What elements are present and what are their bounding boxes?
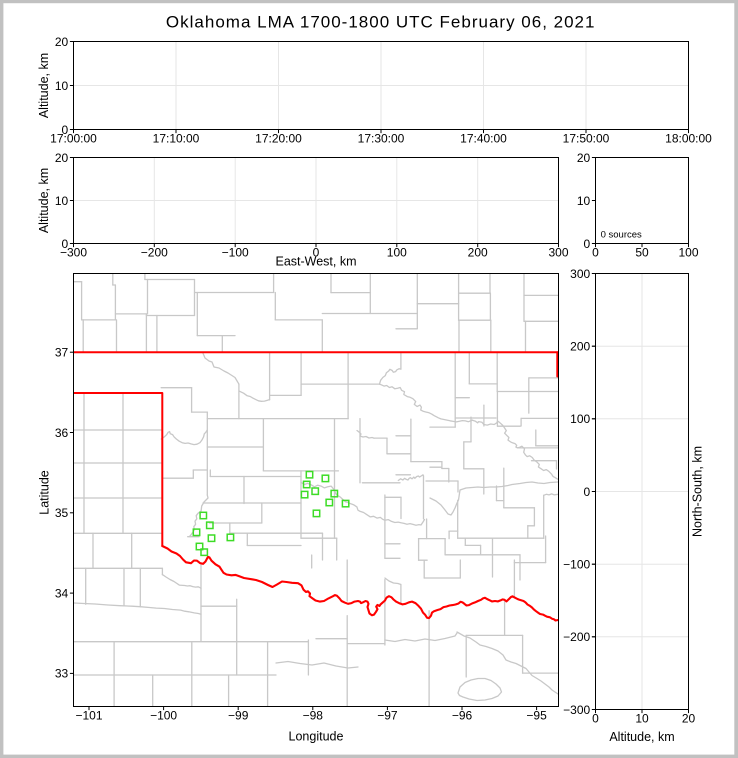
svg-text:17:00:00: 17:00:00 <box>50 131 97 145</box>
svg-text:0: 0 <box>62 123 69 137</box>
svg-text:−300: −300 <box>563 703 590 717</box>
svg-text:20: 20 <box>55 35 69 49</box>
svg-text:10: 10 <box>55 194 69 208</box>
svg-text:20: 20 <box>55 151 69 165</box>
svg-text:Altitude, km: Altitude, km <box>609 730 674 744</box>
svg-text:0: 0 <box>584 485 591 499</box>
svg-text:20: 20 <box>682 711 696 725</box>
svg-text:300: 300 <box>548 245 568 259</box>
svg-text:−101: −101 <box>75 708 102 722</box>
svg-text:50: 50 <box>635 245 649 259</box>
svg-text:−100: −100 <box>150 708 177 722</box>
svg-text:−98: −98 <box>303 708 324 722</box>
svg-text:Oklahoma LMA 1700-1800 UTC Feb: Oklahoma LMA 1700-1800 UTC February 06, … <box>166 12 596 31</box>
svg-text:17:40:00: 17:40:00 <box>460 131 507 145</box>
svg-text:100: 100 <box>570 412 590 426</box>
svg-text:Altitude, km: Altitude, km <box>37 53 51 118</box>
svg-text:Latitude: Latitude <box>38 470 52 515</box>
svg-text:East-West, km: East-West, km <box>275 254 356 268</box>
svg-text:Altitude, km: Altitude, km <box>37 168 51 233</box>
svg-text:35: 35 <box>55 506 69 520</box>
svg-text:10: 10 <box>577 194 591 208</box>
svg-text:20: 20 <box>577 151 591 165</box>
svg-text:−100: −100 <box>563 558 590 572</box>
svg-text:−95: −95 <box>526 708 547 722</box>
svg-text:−96: −96 <box>452 708 473 722</box>
svg-text:18:00:00: 18:00:00 <box>665 131 712 145</box>
svg-text:Longitude: Longitude <box>289 730 344 744</box>
svg-text:36: 36 <box>55 426 69 440</box>
svg-text:37: 37 <box>55 346 69 360</box>
svg-text:200: 200 <box>570 340 590 354</box>
svg-text:−200: −200 <box>563 630 590 644</box>
svg-text:300: 300 <box>570 267 590 281</box>
svg-text:34: 34 <box>55 586 69 600</box>
svg-text:0: 0 <box>313 245 320 259</box>
svg-text:10: 10 <box>635 711 649 725</box>
svg-text:−97: −97 <box>377 708 398 722</box>
svg-text:100: 100 <box>387 245 407 259</box>
svg-text:0: 0 <box>584 237 591 251</box>
svg-text:17:50:00: 17:50:00 <box>563 131 610 145</box>
svg-text:17:20:00: 17:20:00 <box>255 131 302 145</box>
svg-text:10: 10 <box>55 79 69 93</box>
svg-text:100: 100 <box>678 245 698 259</box>
svg-text:0 sources: 0 sources <box>601 229 642 240</box>
svg-text:0: 0 <box>62 237 69 251</box>
svg-text:17:10:00: 17:10:00 <box>153 131 200 145</box>
svg-text:−300: −300 <box>60 245 87 259</box>
svg-text:17:30:00: 17:30:00 <box>358 131 405 145</box>
svg-text:33: 33 <box>55 667 69 681</box>
svg-text:−100: −100 <box>222 245 249 259</box>
svg-text:0: 0 <box>592 711 599 725</box>
svg-text:−99: −99 <box>228 708 249 722</box>
svg-text:North-South, km: North-South, km <box>691 446 705 537</box>
svg-text:200: 200 <box>468 245 488 259</box>
svg-text:−200: −200 <box>141 245 168 259</box>
svg-text:0: 0 <box>592 245 599 259</box>
